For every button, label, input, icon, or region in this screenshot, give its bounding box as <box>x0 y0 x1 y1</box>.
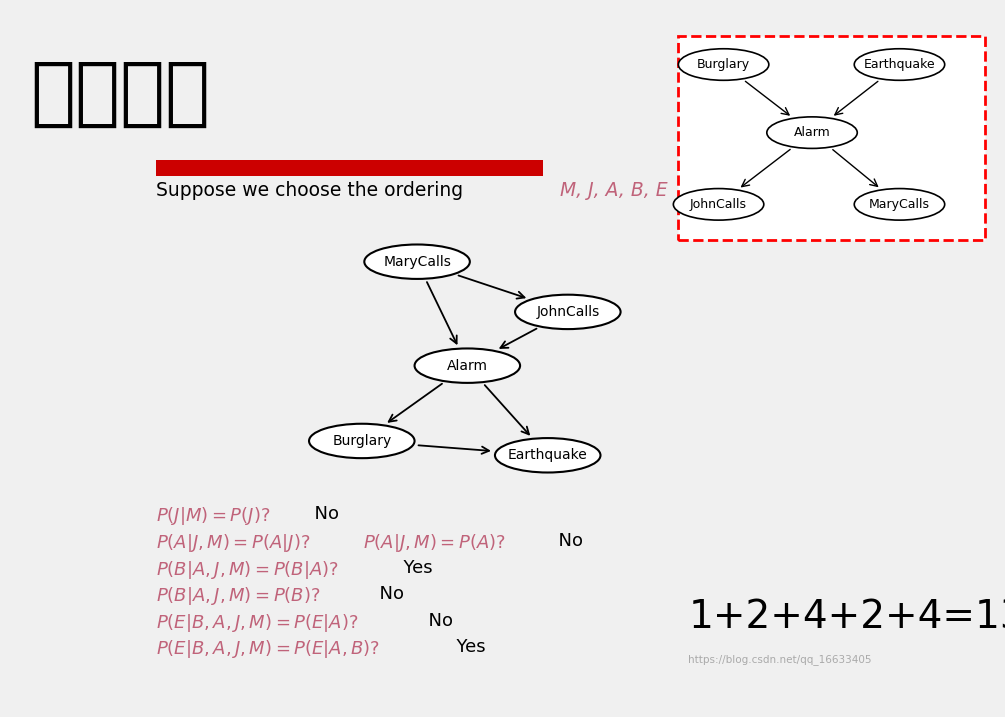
Bar <box>156 160 543 176</box>
Text: $P(A|J, M) = P(A|J)$?: $P(A|J, M) = P(A|J)$? <box>156 532 311 554</box>
Bar <box>678 36 985 240</box>
Text: No: No <box>417 612 453 630</box>
Ellipse shape <box>310 424 414 458</box>
Text: Earthquake: Earthquake <box>508 448 588 462</box>
Ellipse shape <box>767 117 857 148</box>
Text: Burglary: Burglary <box>697 58 750 71</box>
Text: $P(A|J, M) = P(A)$?: $P(A|J, M) = P(A)$? <box>363 532 506 554</box>
Text: 构建举例: 构建举例 <box>30 57 210 130</box>
Text: Burglary: Burglary <box>333 434 391 448</box>
Text: Earthquake: Earthquake <box>863 58 936 71</box>
Text: $P(E|B, A, J, M) = P(E|A, B)$?: $P(E|B, A, J, M) = P(E|A, B)$? <box>156 638 380 660</box>
Text: MaryCalls: MaryCalls <box>383 255 451 269</box>
Text: M, J, A, B, E: M, J, A, B, E <box>560 181 667 199</box>
Text: JohnCalls: JohnCalls <box>690 198 747 211</box>
Text: Alarm: Alarm <box>794 126 830 139</box>
Text: 1+2+4+2+4=13: 1+2+4+2+4=13 <box>688 599 1005 637</box>
Text: MaryCalls: MaryCalls <box>869 198 930 211</box>
Text: $P(B|A, J, M) = P(B|A)$?: $P(B|A, J, M) = P(B|A)$? <box>156 559 339 581</box>
Text: JohnCalls: JohnCalls <box>537 305 599 319</box>
Ellipse shape <box>854 189 945 220</box>
Ellipse shape <box>673 189 764 220</box>
Text: No: No <box>304 505 340 523</box>
Ellipse shape <box>415 348 521 383</box>
Ellipse shape <box>678 49 769 80</box>
Text: $P(J|M) = P(J)$?: $P(J|M) = P(J)$? <box>156 505 270 528</box>
Text: https://blog.csdn.net/qq_16633405: https://blog.csdn.net/qq_16633405 <box>688 654 872 665</box>
Text: $P(E|B, A, J, M) = P(E|A)$?: $P(E|B, A, J, M) = P(E|A)$? <box>156 612 359 634</box>
Text: Yes: Yes <box>445 638 485 656</box>
Text: No: No <box>548 532 583 550</box>
Text: Yes: Yes <box>392 559 432 576</box>
Text: $P(B|A, J, M) = P(B)$?: $P(B|A, J, M) = P(B)$? <box>156 585 321 607</box>
Ellipse shape <box>365 244 470 279</box>
Ellipse shape <box>495 438 601 473</box>
Text: No: No <box>368 585 404 603</box>
Text: Suppose we choose the ordering: Suppose we choose the ordering <box>156 181 469 199</box>
Ellipse shape <box>515 295 621 329</box>
Ellipse shape <box>854 49 945 80</box>
Text: Alarm: Alarm <box>447 358 487 373</box>
